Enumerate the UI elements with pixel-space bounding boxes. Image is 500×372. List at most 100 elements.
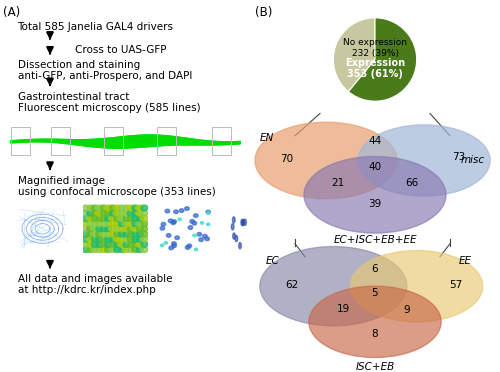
Circle shape [165, 209, 170, 213]
Circle shape [127, 210, 134, 216]
Circle shape [127, 231, 134, 237]
Circle shape [184, 207, 189, 211]
Circle shape [358, 125, 490, 196]
Circle shape [132, 231, 139, 237]
Circle shape [96, 205, 103, 211]
Text: 40: 40 [368, 162, 382, 172]
Circle shape [194, 248, 198, 251]
Text: EC: EC [265, 256, 279, 266]
Circle shape [122, 205, 130, 211]
Text: EN: EN [260, 133, 274, 143]
Text: All data and images available: All data and images available [18, 274, 172, 284]
Circle shape [127, 247, 134, 253]
Text: anti-GFP, anti-Prospero, and DAPI: anti-GFP, anti-Prospero, and DAPI [18, 71, 192, 81]
Circle shape [82, 236, 90, 242]
Circle shape [104, 221, 112, 227]
Circle shape [161, 222, 166, 226]
Circle shape [171, 221, 175, 225]
Circle shape [175, 236, 180, 240]
Text: EC+ISC+EB+EE: EC+ISC+EB+EE [333, 235, 417, 245]
Circle shape [255, 122, 397, 199]
Circle shape [104, 247, 112, 253]
Circle shape [91, 210, 98, 216]
Text: 9: 9 [404, 305, 410, 315]
Circle shape [118, 241, 126, 247]
Text: at http://kdrc.kr/index.php: at http://kdrc.kr/index.php [18, 285, 155, 295]
Circle shape [96, 226, 103, 232]
Circle shape [109, 205, 116, 211]
Circle shape [132, 236, 139, 242]
Circle shape [232, 217, 235, 223]
Circle shape [82, 205, 90, 211]
Circle shape [132, 210, 139, 216]
Circle shape [127, 221, 134, 227]
Circle shape [172, 242, 176, 246]
Circle shape [140, 231, 148, 237]
Circle shape [96, 215, 103, 221]
Text: (B): (B) [255, 6, 272, 19]
Circle shape [104, 205, 112, 211]
Circle shape [109, 215, 116, 221]
Text: 6: 6 [372, 264, 378, 274]
Circle shape [86, 205, 94, 211]
Circle shape [132, 241, 139, 247]
Wedge shape [334, 18, 375, 92]
Text: using confocal microscope (353 lines): using confocal microscope (353 lines) [18, 187, 215, 197]
Circle shape [104, 236, 112, 242]
Circle shape [180, 209, 184, 212]
Text: 66: 66 [405, 178, 418, 188]
Circle shape [140, 205, 148, 211]
Circle shape [91, 236, 98, 242]
Circle shape [118, 236, 126, 242]
Circle shape [136, 241, 143, 247]
Circle shape [232, 224, 234, 230]
Circle shape [122, 221, 130, 227]
Bar [156, 127, 176, 155]
Circle shape [136, 221, 143, 227]
Circle shape [186, 246, 190, 249]
Circle shape [140, 221, 148, 227]
Circle shape [172, 220, 176, 224]
Circle shape [86, 231, 94, 237]
Circle shape [190, 219, 194, 223]
Wedge shape [348, 18, 416, 101]
Circle shape [136, 205, 143, 211]
Circle shape [82, 215, 90, 221]
Text: Dissection and staining: Dissection and staining [18, 60, 140, 70]
Circle shape [114, 236, 121, 242]
Circle shape [160, 227, 164, 230]
Text: ISC+EB: ISC+EB [356, 362, 395, 372]
Circle shape [122, 236, 130, 242]
Circle shape [100, 215, 108, 221]
Bar [212, 127, 232, 155]
Circle shape [309, 286, 441, 357]
Circle shape [232, 233, 235, 239]
Circle shape [202, 234, 207, 238]
Circle shape [109, 247, 116, 253]
Circle shape [127, 226, 134, 232]
Circle shape [91, 231, 98, 237]
Circle shape [86, 221, 94, 227]
Circle shape [109, 241, 116, 247]
Circle shape [86, 215, 94, 221]
Text: EE: EE [459, 256, 472, 266]
Circle shape [82, 247, 90, 253]
Circle shape [91, 241, 98, 247]
Text: 73: 73 [452, 151, 465, 161]
Circle shape [118, 205, 126, 211]
Circle shape [132, 221, 139, 227]
Text: Cross to UAS-GFP: Cross to UAS-GFP [75, 45, 166, 55]
Circle shape [122, 226, 130, 232]
Circle shape [114, 247, 121, 253]
Circle shape [100, 221, 108, 227]
Text: misc: misc [461, 155, 485, 166]
Circle shape [82, 221, 90, 227]
Circle shape [82, 231, 90, 237]
Circle shape [118, 247, 126, 253]
Circle shape [136, 226, 143, 232]
Circle shape [140, 247, 148, 253]
Circle shape [169, 246, 173, 250]
Circle shape [132, 226, 139, 232]
Circle shape [168, 219, 173, 223]
Circle shape [188, 226, 192, 230]
